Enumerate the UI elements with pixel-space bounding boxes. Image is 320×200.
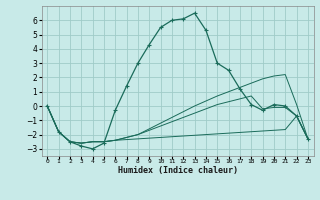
X-axis label: Humidex (Indice chaleur): Humidex (Indice chaleur) [118, 166, 237, 175]
